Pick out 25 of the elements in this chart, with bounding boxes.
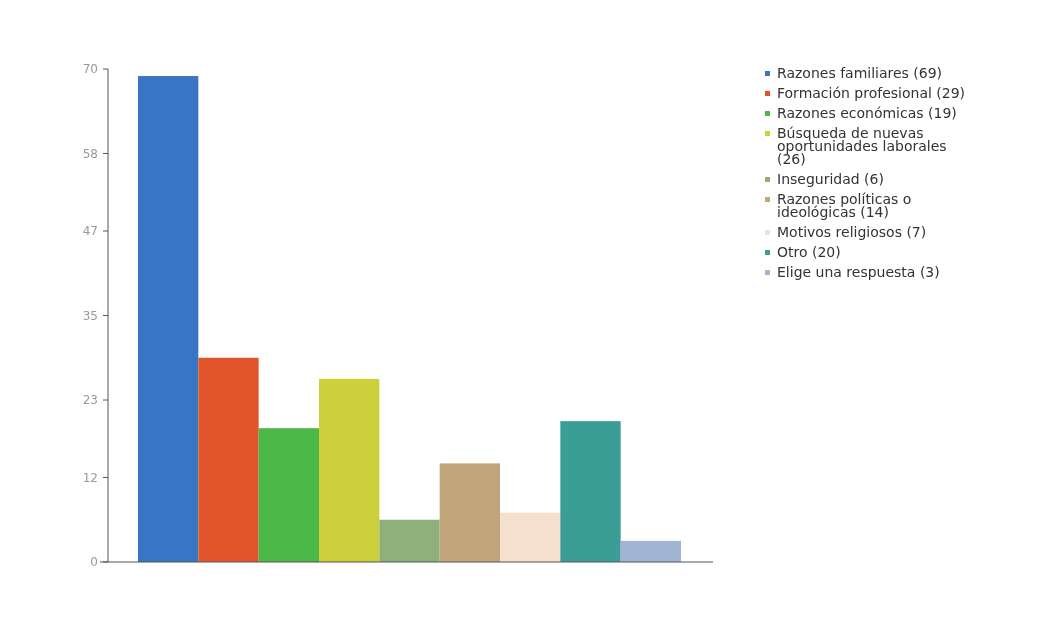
bar (500, 512, 561, 562)
bar (319, 378, 380, 562)
legend-label: Búsqueda de nuevas oportunidades laborales (26) (777, 125, 947, 167)
bar (560, 421, 621, 562)
bar (138, 76, 199, 562)
y-tick-label: 35 (82, 308, 98, 323)
legend-label: Formación profesional (29) (777, 85, 966, 101)
legend-label: Inseguridad (6) (777, 171, 884, 187)
legend-label: Razones familiares (69) (777, 65, 943, 81)
legend-label: Otro (20) (777, 244, 841, 260)
bar (620, 540, 681, 562)
bar (198, 357, 259, 562)
bar (439, 463, 500, 562)
y-tick-label: 70 (82, 62, 98, 77)
legend-label: Razones económicas (19) (777, 105, 957, 121)
y-tick-label: 47 (82, 224, 98, 239)
legend-label: Razones políticas o ideológicas (14) (777, 191, 912, 220)
legend-label: Elige una respuesta (3) (777, 264, 940, 280)
y-tick-label: 23 (82, 393, 98, 408)
y-tick-label: 12 (82, 470, 98, 485)
bar (379, 519, 440, 562)
y-tick-label: 0 (90, 555, 98, 570)
bar (258, 428, 319, 562)
y-tick-label: 58 (82, 146, 98, 161)
legend-label: Motivos religiosos (7) (777, 224, 927, 240)
